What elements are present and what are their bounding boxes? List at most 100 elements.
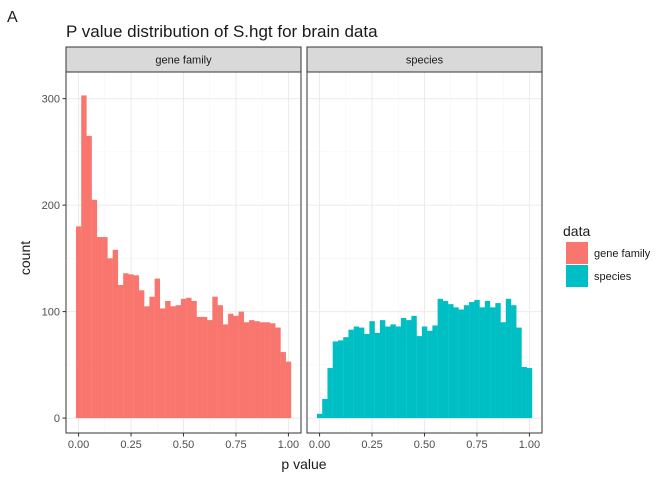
bar-gene-family [128, 274, 134, 419]
bar-species [348, 329, 354, 419]
bar-gene-family [243, 322, 250, 419]
bar-species [316, 413, 323, 419]
bar-species [353, 326, 360, 419]
bar-species [421, 326, 428, 419]
legend: data gene family species [563, 223, 651, 287]
bar-species [427, 330, 433, 419]
bar-gene-family [138, 290, 145, 419]
bar-gene-family [144, 306, 150, 419]
bar-species [500, 322, 506, 419]
x-axis-species: 0.00 0.25 0.50 0.75 1.00 [309, 433, 540, 451]
x-tick-label: 0.25 [120, 439, 141, 451]
bar-gene-family [196, 316, 203, 419]
bar-species [327, 368, 333, 419]
figure-tag: A [7, 9, 18, 26]
bar-gene-family [238, 311, 244, 419]
y-axis: 0 100 200 300 [42, 94, 66, 425]
bar-species [432, 325, 438, 419]
legend-key-gene-family [566, 242, 588, 264]
bar-gene-family [107, 258, 113, 419]
legend-label: species [594, 271, 632, 283]
panel-gene-family: gene family [65, 46, 302, 434]
bar-gene-family [264, 322, 271, 419]
x-tick-label: 1.00 [519, 439, 540, 451]
bar-gene-family [81, 95, 87, 419]
bar-species [521, 366, 527, 419]
bar-gene-family [75, 226, 82, 419]
bar-species [390, 324, 396, 419]
x-tick-label: 0.75 [466, 439, 487, 451]
facet-strip-label: gene family [155, 55, 212, 67]
bar-gene-family [149, 296, 155, 419]
bar-species [411, 315, 417, 419]
bar-species [343, 337, 349, 419]
x-tick-label: 0.00 [309, 439, 330, 451]
x-axis-gene-family: 0.00 0.25 0.50 0.75 1.00 [68, 433, 299, 451]
x-tick-label: 0.50 [414, 439, 435, 451]
legend-title: data [563, 223, 590, 239]
bar-gene-family [191, 300, 197, 419]
bar-gene-family [212, 296, 218, 419]
bar-gene-family [102, 237, 108, 419]
bar-gene-family [249, 320, 255, 419]
y-axis-title: count [17, 241, 33, 275]
bar-gene-family [254, 321, 260, 419]
bar-gene-family [222, 324, 229, 419]
bar-species [374, 332, 381, 419]
bar-species [322, 398, 328, 419]
bar-gene-family [154, 278, 161, 419]
bar-species [369, 321, 375, 419]
bar-species [474, 299, 480, 419]
bar-gene-family [175, 305, 182, 419]
bar-gene-family [123, 273, 129, 419]
bar-species [379, 320, 386, 419]
bar-species [337, 340, 344, 419]
bar-gene-family [186, 297, 192, 419]
x-tick-label: 0.50 [173, 439, 194, 451]
bar-gene-family [201, 316, 208, 419]
bar-species [364, 333, 370, 419]
bar-species [479, 307, 485, 419]
bar-species [453, 307, 459, 419]
bar-gene-family [96, 237, 103, 419]
bar-species [484, 300, 491, 419]
bar-species [469, 302, 475, 419]
bar-species [437, 298, 444, 419]
bar-species [448, 304, 454, 419]
legend-key-species [566, 265, 588, 287]
bar-gene-family [259, 322, 265, 419]
x-tick-label: 0.75 [225, 439, 246, 451]
y-tick-label: 300 [42, 94, 60, 106]
bar-gene-family [91, 199, 98, 419]
bar-species [400, 317, 407, 419]
bar-gene-family [233, 315, 239, 419]
y-tick-label: 0 [54, 413, 60, 425]
bar-gene-family [86, 135, 92, 419]
x-axis-title: p value [281, 456, 326, 472]
bar-gene-family [270, 323, 276, 419]
bar-species [526, 368, 533, 419]
bar-gene-family [117, 284, 124, 419]
facet-strip [65, 46, 302, 73]
bar-species [511, 305, 517, 419]
bar-gene-family [285, 361, 292, 419]
bar-species [505, 298, 512, 419]
chart-title: P value distribution of S.hgt for brain … [66, 22, 378, 41]
x-tick-label: 0.00 [68, 439, 89, 451]
bar-species [332, 341, 339, 419]
bar-species [358, 327, 365, 419]
bar-gene-family [133, 275, 140, 419]
y-tick-label: 100 [42, 307, 60, 319]
bar-gene-family [165, 300, 171, 419]
y-tick-label: 200 [42, 200, 60, 212]
bar-species [495, 303, 501, 419]
legend-label: gene family [594, 248, 651, 260]
x-tick-label: 0.25 [361, 439, 382, 451]
bar-species [458, 309, 464, 419]
bar-gene-family [217, 305, 223, 419]
bar-species [406, 320, 412, 419]
bar-gene-family [275, 327, 281, 419]
bar-species [416, 336, 423, 419]
bar-species [385, 326, 391, 419]
